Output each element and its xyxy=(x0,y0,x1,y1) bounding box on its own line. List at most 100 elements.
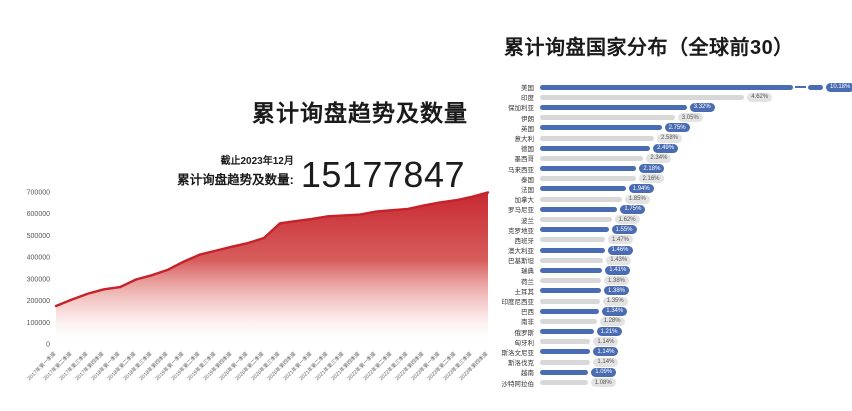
country-bar[interactable] xyxy=(540,115,675,121)
bar-row: 美国 10.18% xyxy=(478,82,852,93)
country-bar[interactable] xyxy=(540,237,605,243)
country-value-badge: 1.75% xyxy=(620,204,646,214)
country-bars: 美国 10.18% 印度 4.62% 保加利亚 3.32% 伊朗 3.05% 英国 2.75% 意大… xyxy=(478,82,852,388)
country-chart-title: 累计询盘国家分布（全球前30） xyxy=(504,37,794,59)
bar-row: 巴西 1.34% xyxy=(478,306,850,316)
country-label: 匈牙利 xyxy=(514,339,535,347)
bar-row: 澳大利亚 1.46% xyxy=(478,245,850,255)
country-label: 意大利 xyxy=(514,136,535,144)
bar-row: 罗马尼亚 1.75% xyxy=(478,204,850,214)
country-bar[interactable] xyxy=(540,217,612,223)
bar-row: 德国 2.49% xyxy=(478,143,850,153)
country-label: 美国 xyxy=(521,85,534,93)
country-bar[interactable] xyxy=(540,278,601,284)
country-bar[interactable] xyxy=(540,247,605,253)
country-label: 巴基斯坦 xyxy=(508,258,534,266)
country-label: 罗马尼亚 xyxy=(508,207,534,215)
bar-row: 瑞典 1.41% xyxy=(478,265,850,275)
trend-summary-texts: 截止2023年12月 累计询盘趋势及数量: xyxy=(177,152,294,188)
country-label: 土耳其 xyxy=(514,288,535,296)
country-label: 马来西亚 xyxy=(508,166,534,174)
trend-area-fill[interactable] xyxy=(56,192,488,344)
country-value-badge: 2.16% xyxy=(638,174,664,184)
country-label: 印度尼西亚 xyxy=(501,299,535,307)
country-bar[interactable] xyxy=(540,135,654,141)
country-label: 澳大利亚 xyxy=(508,248,534,256)
country-value-badge: 1.14% xyxy=(593,357,619,367)
country-value-badge: 1.34% xyxy=(602,306,628,316)
bar-row: 克罗地亚 1.55% xyxy=(478,225,850,235)
bar-row: 巴基斯坦 1.43% xyxy=(478,255,850,265)
country-bar[interactable] xyxy=(540,257,604,263)
country-value-badge: 1.14% xyxy=(593,337,619,347)
bar-row: 波兰 1.62% xyxy=(478,214,850,225)
country-bar[interactable] xyxy=(540,227,609,233)
total-inquiries-value: 15177847 xyxy=(300,153,465,195)
country-bar[interactable] xyxy=(540,196,622,202)
country-value-badge: 4.62% xyxy=(747,92,773,102)
trend-area-chart[interactable]: 0 100000 200000 300000 400000 500000 600000 700… xyxy=(4,186,496,408)
country-bar[interactable] xyxy=(540,369,589,375)
bar-row: 匈牙利 1.14% xyxy=(478,337,850,347)
country-bar[interactable] xyxy=(540,349,591,355)
bar-row: 法国 1.94% xyxy=(478,184,850,194)
bar-row: 伊朗 3.05% xyxy=(478,113,850,123)
bar-row: 加拿大 1.85% xyxy=(478,194,850,204)
bar-row: 土耳其 1.38% xyxy=(478,286,850,296)
country-label: 印度 xyxy=(521,95,534,103)
bar-row: 意大利 2.58% xyxy=(478,133,850,143)
country-bar[interactable] xyxy=(540,125,662,131)
country-value-badge: 1.14% xyxy=(593,347,619,357)
country-bar[interactable] xyxy=(540,318,597,324)
country-bar[interactable] xyxy=(540,339,591,345)
country-bar[interactable] xyxy=(540,84,793,90)
country-label: 荷兰 xyxy=(521,278,534,286)
country-label: 西班牙 xyxy=(514,237,535,245)
country-value-badge: 2.34% xyxy=(646,153,672,163)
country-value-badge: 1.41% xyxy=(605,265,631,275)
country-bar[interactable] xyxy=(540,166,637,172)
country-value-badge: 1.43% xyxy=(606,255,632,265)
country-bar[interactable] xyxy=(540,329,594,335)
country-label: 英国 xyxy=(521,125,534,133)
bar-row: 斯洛文尼亚 1.14% xyxy=(478,347,850,357)
country-label: 俄罗斯 xyxy=(514,329,535,337)
country-value-badge: 1.62% xyxy=(614,215,640,225)
country-bar[interactable] xyxy=(540,176,636,182)
country-bar[interactable] xyxy=(540,155,644,161)
trend-line xyxy=(54,191,490,308)
bar-row: 俄罗斯 1.21% xyxy=(478,327,850,337)
y-axis-tick-label: 0 xyxy=(46,342,50,349)
total-inquiries-label: 累计询盘趋势及数量: xyxy=(177,173,294,187)
as-of-date: 截止2023年12月 xyxy=(220,156,294,167)
bar-row: 英国 2.75% xyxy=(478,123,850,133)
country-bar[interactable] xyxy=(540,298,600,304)
country-value-badge: 1.46% xyxy=(607,245,633,255)
country-value-badge: 2.49% xyxy=(653,143,679,153)
country-value-badge: 2.58% xyxy=(657,133,683,143)
country-value-badge: 1.38% xyxy=(604,276,630,286)
country-value-badge: 1.08% xyxy=(590,378,616,388)
country-bar[interactable] xyxy=(540,359,591,365)
country-bar[interactable] xyxy=(540,206,618,212)
country-value-badge: 10.18% xyxy=(826,82,852,92)
country-value-badge: 1.35% xyxy=(602,296,628,306)
country-bar[interactable] xyxy=(540,94,745,100)
bar-row: 马来西亚 2.18% xyxy=(478,164,850,174)
bar-row: 沙特阿拉伯 1.08% xyxy=(478,377,850,388)
country-label: 斯洛伐克 xyxy=(508,360,534,368)
country-label: 保加利亚 xyxy=(508,105,534,113)
country-value-badge: 2.18% xyxy=(639,164,665,174)
country-bar[interactable] xyxy=(540,104,687,110)
country-bar[interactable] xyxy=(540,308,600,314)
country-bar-truncated-segment[interactable] xyxy=(808,84,823,90)
country-bar[interactable] xyxy=(540,288,601,294)
country-bar[interactable] xyxy=(540,380,588,386)
country-label: 德国 xyxy=(521,146,534,154)
country-bar[interactable] xyxy=(540,145,651,151)
y-axis-tick-label: 300000 xyxy=(27,276,50,283)
country-bar[interactable] xyxy=(540,267,603,273)
country-label: 斯洛文尼亚 xyxy=(501,349,535,357)
bar-row: 墨西哥 2.34% xyxy=(478,153,850,163)
country-bar[interactable] xyxy=(540,186,626,192)
